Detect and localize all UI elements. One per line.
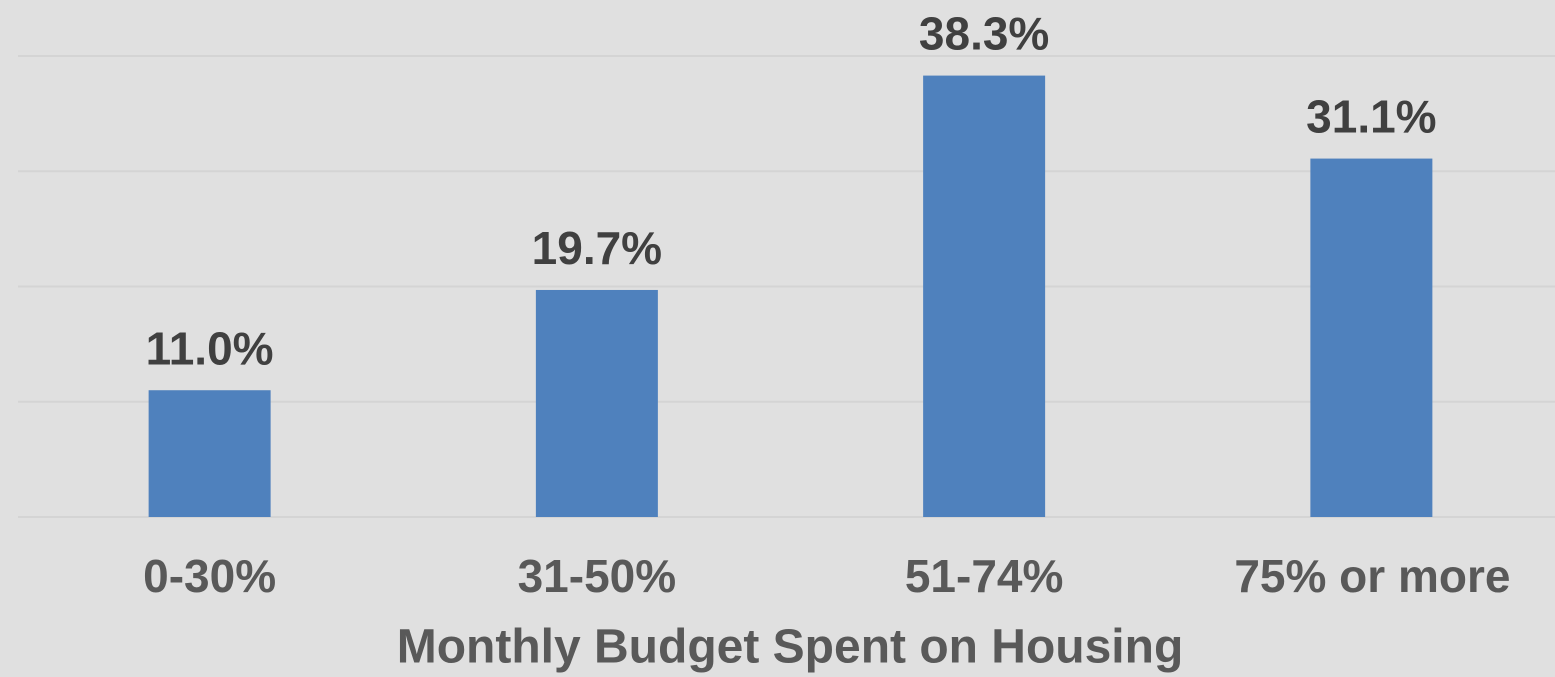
x-tick-label: 51-74% <box>905 550 1064 602</box>
data-label: 11.0% <box>146 322 274 374</box>
bar <box>923 75 1046 517</box>
data-label: 38.3% <box>919 8 1049 60</box>
bar <box>148 390 271 517</box>
x-tick-label: 31-50% <box>518 550 677 602</box>
x-tick-label: 0-30% <box>143 550 276 602</box>
x-tick-label: 75% or more <box>1234 550 1510 602</box>
data-label: 31.1% <box>1306 91 1436 143</box>
bar <box>535 289 658 517</box>
bar <box>1310 158 1433 517</box>
data-label: 19.7% <box>532 222 662 274</box>
x-axis-title: Monthly Budget Spent on Housing <box>397 621 1184 674</box>
